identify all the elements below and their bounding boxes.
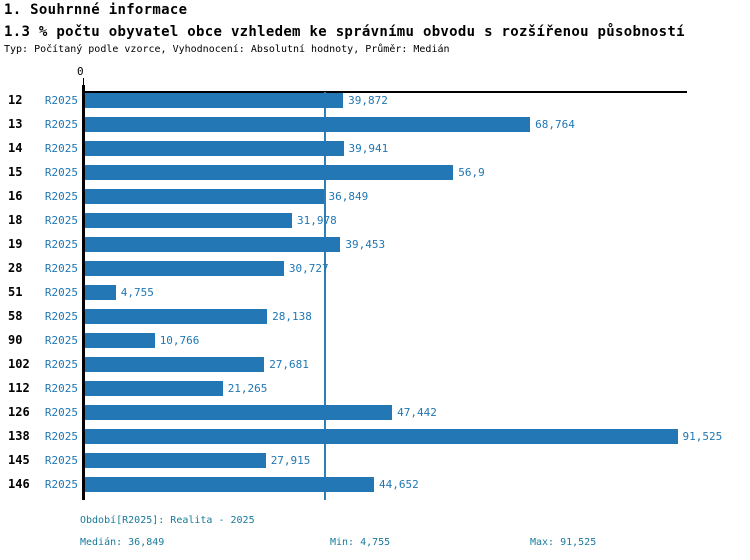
chart-row: 18 R2025 31,978 [0,211,750,235]
chart-row: 146 R2025 44,652 [0,475,750,499]
row-series-label: R2025 [44,262,78,275]
bar [85,453,266,468]
bar [85,261,284,276]
row-category-label: 28 [8,261,23,275]
bar-value-label: 39,872 [348,94,388,107]
bar [85,117,531,132]
row-category-label: 15 [8,165,23,179]
row-series-label: R2025 [44,238,78,251]
row-category-label: 19 [8,237,23,251]
max-stat-label: Max: 91,525 [530,537,597,548]
row-category-label: 102 [8,357,30,371]
chart-row: 58 R2025 28,138 [0,307,750,331]
row-series-label: R2025 [44,358,78,371]
median-stat-label: Medián: 36,849 [80,537,165,548]
chart-row: 51 R2025 4,755 [0,283,750,307]
chart-row: 126 R2025 47,442 [0,403,750,427]
row-series-label: R2025 [44,286,78,299]
bar [85,285,116,300]
chart-meta-line: Typ: Počítaný podle vzorce, Vyhodnocení:… [4,44,450,55]
bar [85,381,223,396]
bar-value-label: 68,764 [535,118,575,131]
row-category-label: 146 [8,477,30,491]
chart-row: 28 R2025 30,727 [0,259,750,283]
bar-value-label: 28,138 [272,310,312,323]
chart-row: 112 R2025 21,265 [0,379,750,403]
row-series-label: R2025 [44,430,78,443]
chart-row: 12 R2025 39,872 [0,91,750,115]
bar [85,189,324,204]
bar [85,309,268,324]
chart-row: 138 R2025 91,525 [0,427,750,451]
row-category-label: 12 [8,93,23,107]
bar [85,333,155,348]
bar-value-label: 27,681 [269,358,309,371]
bar-value-label: 39,941 [348,142,389,155]
row-series-label: R2025 [44,334,78,347]
bar [85,405,393,420]
row-category-label: 18 [8,213,23,227]
chart-row: 145 R2025 27,915 [0,451,750,475]
row-series-label: R2025 [44,214,78,227]
x-axis-zero-tick-label: 0 [77,65,84,78]
chart-row: 19 R2025 39,453 [0,235,750,259]
y-axis-line [82,85,85,500]
period-label: Období[R2025]: Realita - 2025 [80,515,255,526]
row-category-label: 90 [8,333,23,347]
page-title: 1. Souhrnné informace [4,2,188,18]
min-stat-label: Min: 4,755 [330,537,391,548]
chart-row: 102 R2025 27,681 [0,355,750,379]
bar-value-label: 4,755 [120,286,154,299]
bar-value-label: 44,652 [379,478,419,491]
row-category-label: 126 [8,405,30,419]
bar-value-label: 56,9 [458,166,485,179]
row-series-label: R2025 [44,166,78,179]
chart-row: 16 R2025 36,849 [0,187,750,211]
bar-value-label: 36,849 [328,190,369,203]
row-category-label: 112 [8,381,30,395]
row-category-label: 58 [8,309,23,323]
row-category-label: 13 [8,117,23,131]
row-series-label: R2025 [44,142,78,155]
row-series-label: R2025 [44,454,78,467]
bar-value-label: 27,915 [270,454,311,467]
row-series-label: R2025 [44,382,78,395]
x-axis-line [82,91,687,93]
bar [85,237,341,252]
row-category-label: 16 [8,189,23,203]
bar [85,213,292,228]
bar-value-label: 47,442 [397,406,437,419]
bar [85,429,678,444]
bar [85,357,265,372]
chart-row: 90 R2025 10,766 [0,331,750,355]
row-category-label: 14 [8,141,23,155]
row-series-label: R2025 [44,94,78,107]
median-gridline [323,92,326,500]
bar-value-label: 10,766 [159,334,200,347]
row-category-label: 145 [8,453,30,467]
chart-rows: 12 R2025 39,872 13 R2025 68,764 14 R2025 39,941 1… [0,91,750,499]
bar [85,141,344,156]
bar [85,165,454,180]
chart-row: 14 R2025 39,941 [0,139,750,163]
chart-title: 1.3 % počtu obyvatel obce vzhledem ke sp… [4,24,685,40]
row-series-label: R2025 [44,406,78,419]
row-series-label: R2025 [44,478,78,491]
bar-value-label: 39,453 [345,238,386,251]
bar-value-label: 91,525 [682,430,723,443]
bar-value-label: 30,727 [288,262,329,275]
bar [85,477,374,492]
chart-row: 15 R2025 56,9 [0,163,750,187]
chart-row: 13 R2025 68,764 [0,115,750,139]
bar-value-label: 31,978 [297,214,337,227]
row-series-label: R2025 [44,190,78,203]
row-category-label: 138 [8,429,30,443]
row-series-label: R2025 [44,118,78,131]
row-category-label: 51 [8,285,23,299]
bar [85,93,344,108]
row-series-label: R2025 [44,310,78,323]
bar-value-label: 21,265 [227,382,268,395]
